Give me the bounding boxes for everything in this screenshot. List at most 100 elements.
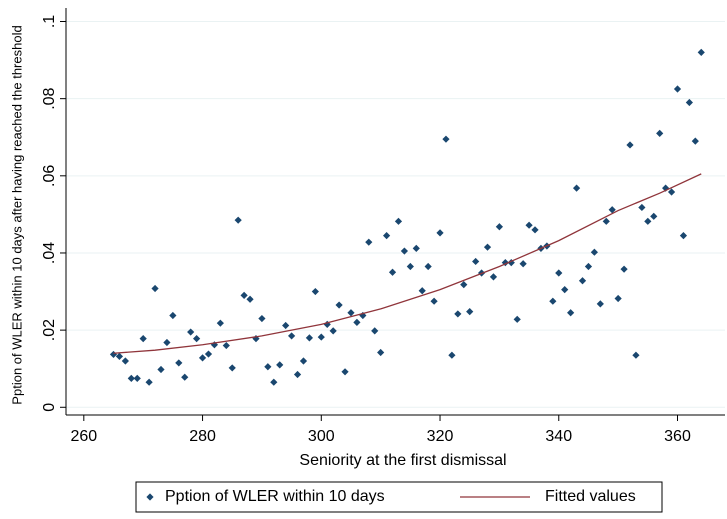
point: [293, 370, 302, 379]
point: [412, 244, 420, 252]
point: [679, 232, 688, 240]
y-tick-label: .06: [41, 165, 58, 187]
point: [614, 294, 622, 303]
point: [353, 318, 361, 327]
legend-marker: [146, 493, 154, 501]
point: [169, 311, 177, 320]
point: [234, 216, 242, 224]
point: [181, 373, 189, 381]
point: [424, 262, 432, 271]
point: [329, 327, 337, 335]
x-tick-label: 340: [545, 428, 572, 445]
point: [555, 269, 563, 277]
point: [572, 184, 581, 192]
point: [483, 243, 492, 251]
point: [436, 229, 444, 237]
point: [561, 286, 569, 294]
point: [644, 217, 652, 225]
point: [347, 309, 355, 317]
point: [305, 334, 314, 342]
point: [193, 335, 201, 343]
point: [382, 232, 391, 240]
point: [187, 328, 195, 336]
x-tick-label: 300: [308, 428, 335, 445]
point: [489, 273, 498, 281]
point: [222, 341, 230, 350]
point: [216, 319, 224, 327]
point: [602, 217, 610, 225]
point: [495, 223, 503, 231]
point: [157, 365, 165, 374]
point: [448, 351, 456, 359]
point: [264, 363, 272, 371]
point: [388, 268, 397, 276]
point: [656, 129, 664, 137]
point: [531, 226, 539, 234]
fitted-line: [113, 173, 702, 354]
point: [311, 287, 319, 296]
point: [151, 284, 159, 293]
point: [590, 248, 598, 256]
point: [394, 217, 403, 225]
point: [584, 262, 593, 271]
point: [335, 301, 343, 309]
point: [288, 332, 296, 340]
point: [198, 354, 207, 362]
x-tick-label: 280: [189, 428, 216, 445]
legend-box: [135, 481, 663, 513]
point: [519, 260, 527, 268]
point: [163, 338, 171, 347]
x-tick-label: 360: [664, 428, 691, 445]
point: [596, 300, 604, 308]
legend-label: Fitted values: [545, 488, 636, 505]
x-axis-title: Seniority at the first dismissal: [299, 452, 506, 469]
point: [620, 265, 628, 273]
point: [691, 137, 699, 145]
point: [525, 221, 533, 229]
point: [418, 287, 426, 295]
point: [133, 374, 141, 382]
x-tick-label: 320: [427, 428, 454, 445]
point: [626, 141, 634, 149]
point: [127, 374, 135, 382]
point: [460, 281, 468, 289]
point: [377, 348, 385, 357]
point: [472, 257, 480, 266]
y-tick-label: .02: [41, 319, 58, 341]
point: [662, 184, 670, 192]
point: [228, 364, 236, 372]
point: [454, 310, 462, 318]
point: [175, 359, 183, 367]
point: [204, 350, 213, 358]
y-tick-label: .04: [41, 242, 58, 264]
point: [270, 378, 278, 386]
y-tick-label: .1: [41, 15, 58, 28]
point: [317, 333, 325, 341]
point: [667, 188, 676, 196]
point: [650, 212, 658, 220]
point: [501, 259, 509, 267]
point: [632, 351, 640, 359]
point: [115, 352, 124, 360]
point: [430, 297, 438, 305]
point: [608, 206, 616, 214]
point: [442, 135, 450, 143]
point: [341, 368, 349, 376]
point: [145, 378, 153, 386]
point: [567, 309, 575, 317]
point: [685, 98, 693, 107]
point: [109, 350, 118, 359]
point: [549, 297, 557, 305]
point: [513, 315, 521, 323]
point: [282, 321, 290, 330]
point: [246, 295, 254, 303]
point: [299, 357, 308, 365]
point: [406, 262, 414, 271]
point: [258, 314, 266, 323]
y-tick-label: 0: [41, 403, 58, 412]
point: [121, 357, 129, 365]
x-tick-label: 260: [70, 428, 97, 445]
point: [638, 203, 646, 212]
point: [400, 247, 409, 255]
